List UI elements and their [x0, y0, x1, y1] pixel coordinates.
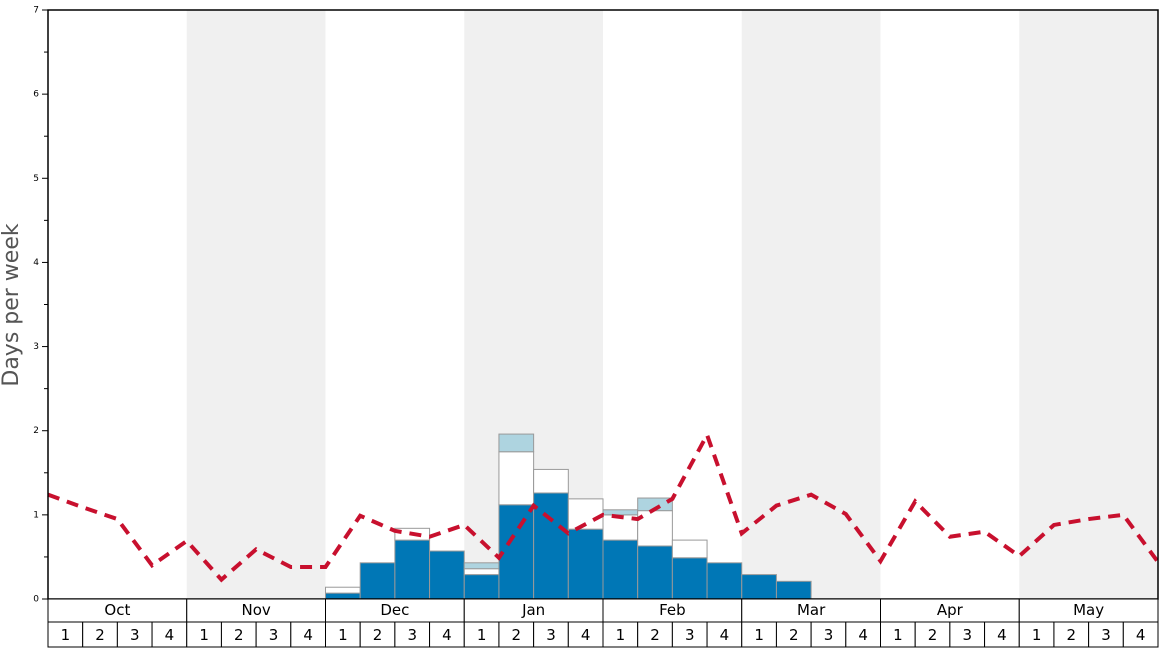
week-label: 4	[581, 626, 591, 644]
bar-segment	[498, 433, 535, 453]
month-label: Apr	[937, 601, 964, 619]
bar-segment	[533, 492, 569, 600]
week-cell	[1053, 621, 1090, 648]
y-tick-label: 0	[33, 595, 39, 605]
week-label: 3	[269, 626, 279, 644]
month-label: May	[1073, 601, 1104, 619]
bar-segment	[394, 539, 431, 600]
week-label: 2	[928, 626, 938, 644]
month-label: Dec	[380, 601, 409, 619]
week-label: 2	[512, 626, 522, 644]
month-label: Mar	[797, 601, 826, 619]
week-label: 4	[858, 626, 868, 644]
week-cell	[498, 621, 535, 648]
bar-segment	[637, 545, 673, 600]
week-cell	[637, 621, 673, 648]
y-tick-label: 5	[33, 174, 39, 184]
y-tick-label: 6	[33, 90, 39, 100]
week-cell	[116, 621, 153, 648]
bar-segment	[706, 562, 743, 600]
week-cell	[949, 621, 986, 648]
y-tick-label: 1	[33, 510, 39, 520]
bar-segment	[533, 468, 569, 494]
bar-segment	[325, 592, 361, 600]
month-label: Jan	[521, 601, 545, 619]
bar-segment	[463, 568, 500, 576]
week-label: 4	[720, 626, 730, 644]
bar-segment	[429, 550, 465, 600]
week-label: 1	[616, 626, 626, 644]
week-label: 1	[754, 626, 764, 644]
week-label: 1	[1032, 626, 1042, 644]
week-label: 4	[165, 626, 175, 644]
week-cell	[186, 621, 222, 648]
bar-segment	[775, 580, 812, 600]
bar-segment	[741, 574, 777, 600]
week-cell	[1122, 621, 1159, 648]
week-label: 2	[95, 626, 105, 644]
bar-segment	[498, 504, 535, 600]
week-cell	[220, 621, 257, 648]
y-tick-label: 4	[33, 258, 39, 268]
week-label: 1	[199, 626, 209, 644]
week-cell	[533, 621, 569, 648]
week-cell	[914, 621, 951, 648]
y-axis-label: Days per week	[0, 223, 24, 386]
week-label: 1	[61, 626, 71, 644]
week-label: 3	[407, 626, 417, 644]
week-cell	[255, 621, 292, 648]
week-label: 3	[685, 626, 695, 644]
y-tick-label: 2	[33, 426, 39, 436]
week-label: 2	[789, 626, 799, 644]
week-label: 2	[373, 626, 383, 644]
week-cell	[775, 621, 812, 648]
month-label: Feb	[659, 601, 686, 619]
week-cell	[567, 621, 604, 648]
week-label: 1	[477, 626, 487, 644]
bar-segment	[325, 586, 361, 594]
week-label: 1	[338, 626, 348, 644]
week-label: 3	[962, 626, 972, 644]
week-cell	[463, 621, 500, 648]
week-label: 4	[997, 626, 1007, 644]
bar-segment	[637, 510, 673, 547]
week-cell	[602, 621, 639, 648]
week-label: 4	[442, 626, 452, 644]
bar-segment	[498, 451, 535, 506]
week-cell	[325, 621, 361, 648]
bar-segment	[463, 562, 500, 570]
y-tick-label: 7	[33, 6, 39, 16]
month-shade	[1019, 10, 1158, 599]
week-cell	[151, 621, 188, 648]
trend-line	[47, 430, 1160, 583]
week-label: 2	[1067, 626, 1077, 644]
week-label: 2	[650, 626, 660, 644]
week-label: 3	[824, 626, 834, 644]
bar-segment	[602, 509, 639, 516]
bar-segment	[359, 562, 396, 600]
week-label: 3	[1101, 626, 1111, 644]
week-label: 4	[1136, 626, 1146, 644]
week-cell	[1088, 621, 1124, 648]
month-label: Oct	[104, 601, 130, 619]
week-label: 3	[130, 626, 140, 644]
month-shade	[186, 10, 326, 599]
week-label: 1	[893, 626, 903, 644]
week-label: 3	[546, 626, 556, 644]
bar-segment	[567, 528, 604, 600]
week-cell	[290, 621, 326, 648]
week-cell	[359, 621, 396, 648]
bar-segment	[671, 539, 708, 559]
y-tick-label: 3	[33, 342, 39, 352]
week-label: 4	[303, 626, 313, 644]
month-shade	[741, 10, 881, 599]
week-cell	[1018, 621, 1055, 648]
month-label: Nov	[241, 601, 270, 619]
bar-segment	[463, 574, 500, 600]
bar-segment	[602, 539, 639, 600]
week-label: 2	[234, 626, 244, 644]
bar-segment	[671, 557, 708, 600]
week-cell	[984, 621, 1020, 648]
